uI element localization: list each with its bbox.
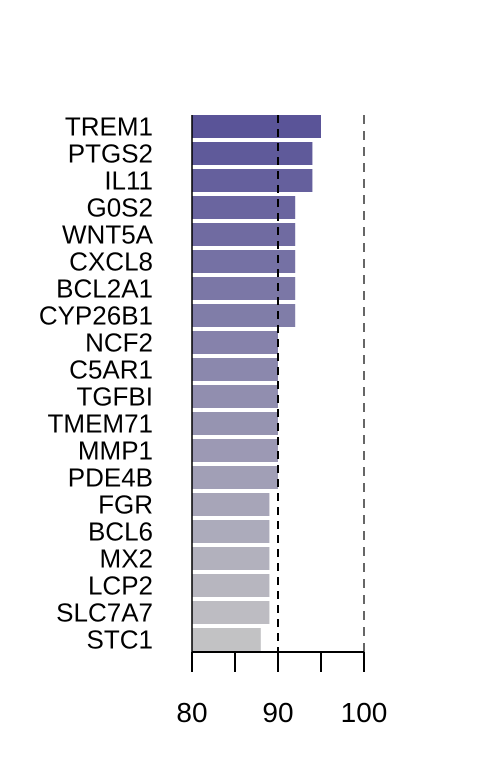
bar-stc1 [192, 628, 261, 651]
bar-il11 [192, 169, 313, 192]
bar-ptgs2 [192, 142, 313, 165]
bar-bcl6 [192, 520, 270, 543]
category-label-tmem71: TMEM71 [48, 409, 153, 439]
category-label-c5ar1: C5AR1 [69, 355, 153, 385]
category-label-lcp2: LCP2 [88, 571, 153, 601]
bar-bcl2a1 [192, 277, 296, 300]
bar-mx2 [192, 547, 270, 570]
bar-tgfbi [192, 385, 278, 408]
bar-trem1 [192, 115, 321, 138]
category-label-ptgs2: PTGS2 [68, 139, 153, 169]
x-tick-label-90: 90 [262, 697, 293, 728]
category-label-mmp1: MMP1 [78, 436, 153, 466]
category-label-bcl6: BCL6 [88, 517, 153, 547]
category-label-bcl2a1: BCL2A1 [56, 274, 153, 304]
bar-c5ar1 [192, 358, 278, 381]
category-label-slc7a7: SLC7A7 [56, 598, 153, 628]
bar-ncf2 [192, 331, 278, 354]
category-label-trem1: TREM1 [65, 112, 153, 142]
category-label-pde4b: PDE4B [68, 463, 153, 493]
category-label-fgr: FGR [98, 490, 153, 520]
bar-slc7a7 [192, 601, 270, 624]
category-label-stc1: STC1 [87, 625, 153, 655]
bar-wnt5a [192, 223, 296, 246]
category-label-wnt5a: WNT5A [62, 220, 154, 250]
category-label-il11: IL11 [104, 166, 153, 196]
bar-mmp1 [192, 439, 278, 462]
bar-pde4b [192, 466, 278, 489]
category-labels: TREM1PTGS2IL11G0S2WNT5ACXCL8BCL2A1CYP26B… [39, 112, 154, 655]
bar-tmem71 [192, 412, 278, 435]
bar-g0s2 [192, 196, 296, 219]
bar-fgr [192, 493, 270, 516]
category-label-g0s2: G0S2 [87, 193, 154, 223]
category-label-tgfbi: TGFBI [76, 382, 153, 412]
x-axis: 80 90 100 [176, 115, 387, 728]
category-label-cxcl8: CXCL8 [69, 247, 153, 277]
bar-cyp26b1 [192, 304, 296, 327]
category-label-ncf2: NCF2 [85, 328, 153, 358]
bar-lcp2 [192, 574, 270, 597]
x-tick-label-80: 80 [176, 697, 207, 728]
category-label-mx2: MX2 [100, 544, 153, 574]
category-label-cyp26b1: CYP26B1 [39, 301, 153, 331]
bar-cxcl8 [192, 250, 296, 273]
reference-lines [277, 115, 365, 652]
x-tick-label-100: 100 [341, 697, 388, 728]
bars-group [192, 115, 321, 651]
